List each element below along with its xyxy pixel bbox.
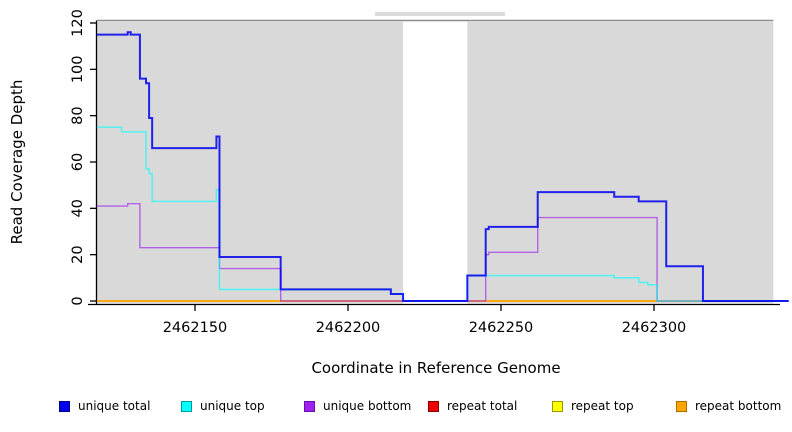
y-axis-title: Read Coverage Depth — [8, 79, 26, 245]
shaded-region-1 — [97, 21, 404, 304]
y-tick-label: 20 — [70, 245, 86, 263]
series-line-unique-total — [97, 31, 789, 302]
legend-swatch-repeat-top — [552, 400, 563, 412]
y-tick-label: 100 — [70, 55, 86, 83]
legend-swatch-unique-bottom — [304, 400, 315, 412]
legend-label-unique-total: unique total — [78, 399, 151, 413]
legend-swatch-unique-total — [59, 400, 70, 412]
legend-item-unique-bottom: unique bottom — [304, 399, 411, 413]
x-tick-label: 2462300 — [622, 320, 687, 336]
y-tick-label: 0 — [70, 296, 86, 305]
legend-item-unique-top: unique top — [181, 399, 265, 413]
legend-item-repeat-top: repeat top — [552, 399, 634, 413]
legend-label-unique-bottom: unique bottom — [323, 399, 412, 413]
y-tick-label: 80 — [70, 106, 86, 124]
legend-label-repeat-bottom: repeat bottom — [695, 399, 782, 413]
legend-swatch-repeat-total — [428, 400, 439, 412]
x-axis-title: Coordinate in Reference Genome — [311, 359, 561, 377]
legend-item-repeat-total: repeat total — [428, 399, 517, 413]
y-tick-label: 40 — [70, 199, 86, 217]
series-line-unique-bottom — [97, 202, 789, 302]
x-tick-label: 2462250 — [469, 320, 534, 336]
x-tick-label: 2462150 — [163, 320, 228, 336]
y-tick-label: 120 — [70, 9, 86, 37]
y-tick-label: 60 — [70, 153, 86, 171]
legend-item-unique-total: unique total — [59, 399, 150, 413]
top-strip — [375, 12, 505, 16]
legend-swatch-repeat-bottom — [676, 400, 687, 412]
legend-swatch-unique-top — [181, 400, 192, 412]
legend-label-repeat-top: repeat top — [571, 399, 634, 413]
legend-item-repeat-bottom: repeat bottom — [676, 399, 781, 413]
coverage-plot-svg: 2462150 2462200 2462250 2462300 0 20 40 60 80 100… — [70, 9, 789, 336]
x-tick-label: 2462200 — [316, 320, 381, 336]
legend-label-repeat-total: repeat total — [447, 399, 518, 413]
legend: unique total unique top unique bottom repea… — [0, 399, 792, 421]
legend-label-unique-top: unique top — [200, 399, 265, 413]
shaded-region-2 — [467, 21, 774, 304]
